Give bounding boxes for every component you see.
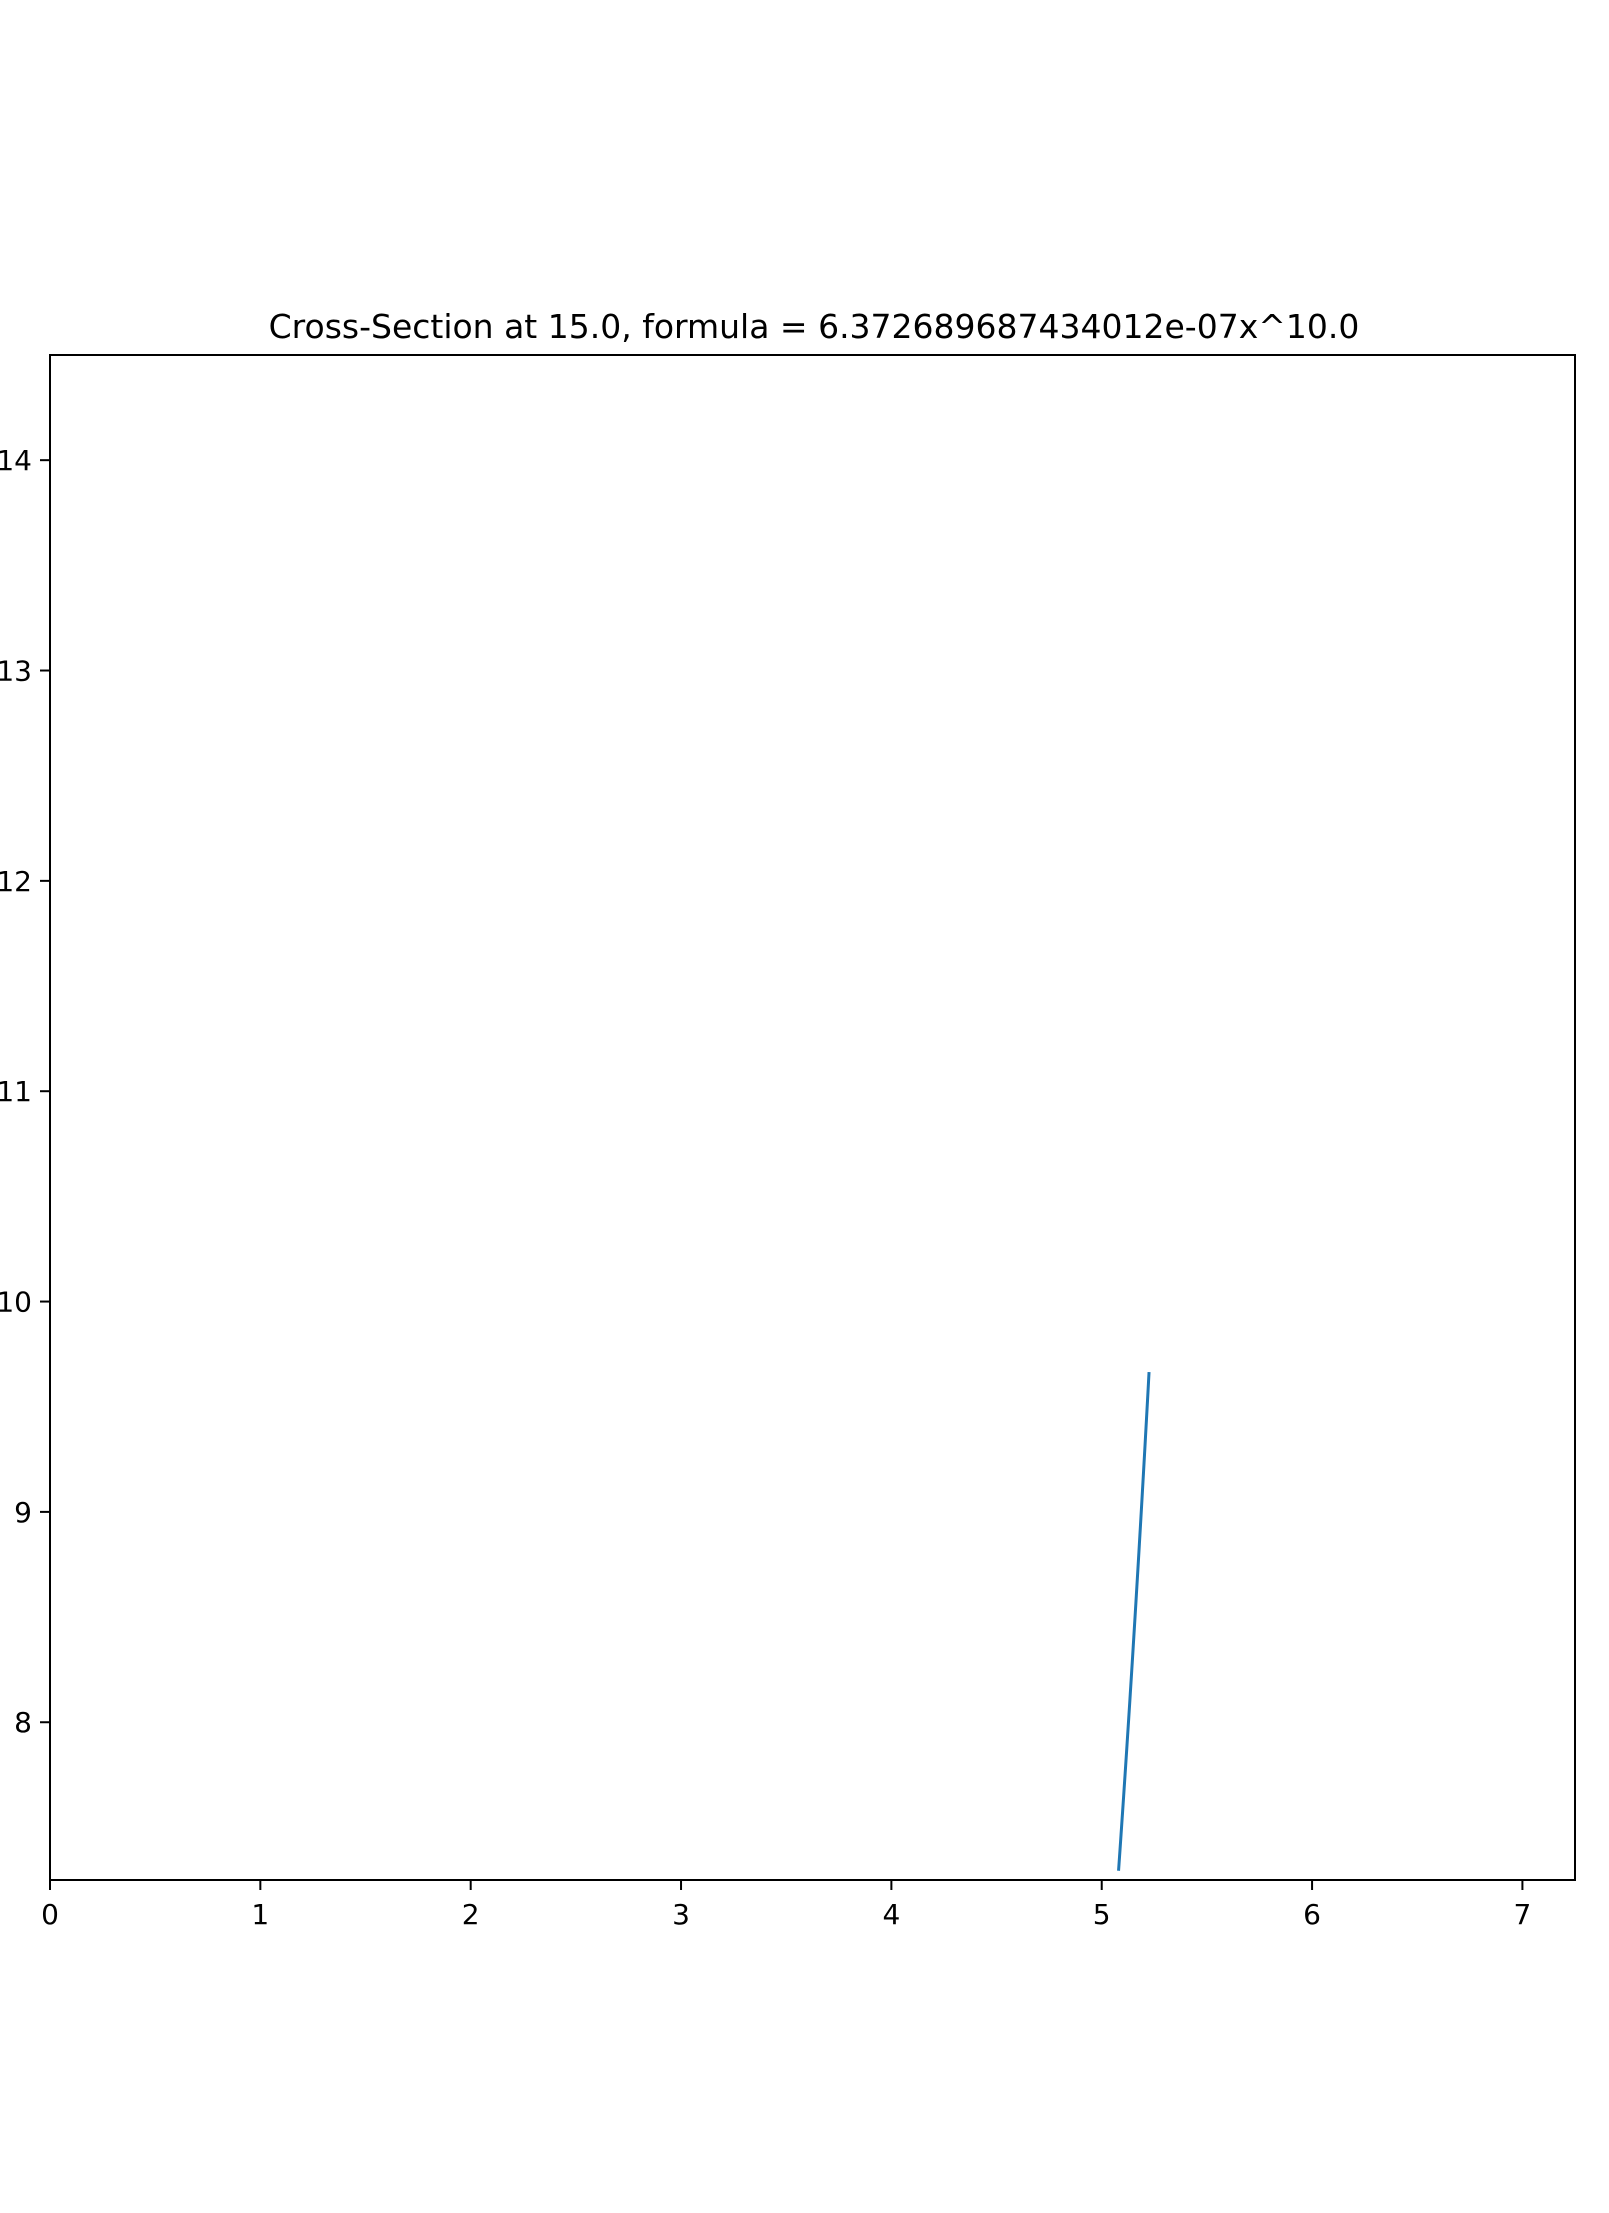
x-axis: 0 1 2 3 4 5 6 7	[41, 1880, 1531, 1931]
y-tick-label: 13	[0, 655, 32, 688]
y-tick-label: 14	[0, 444, 32, 477]
y-tick-label: 9	[14, 1496, 32, 1529]
plot-frame	[49, 354, 1576, 1881]
x-tick-label: 7	[1513, 1898, 1531, 1931]
y-tick-label: 8	[14, 1706, 32, 1739]
x-tick-label: 4	[882, 1898, 900, 1931]
x-tick-label: 2	[462, 1898, 480, 1931]
x-tick-label: 5	[1093, 1898, 1111, 1931]
y-axis: 8 9 10 11 12 13 14	[0, 444, 50, 1739]
chart-title: Cross-Section at 15.0, formula = 6.37268…	[269, 307, 1360, 346]
series-layer	[1117, 1372, 1151, 1871]
x-tick-label: 3	[672, 1898, 690, 1931]
x-tick-label: 0	[41, 1898, 59, 1931]
x-tick-label: 6	[1303, 1898, 1321, 1931]
x-tick-label: 1	[251, 1898, 269, 1931]
y-tick-label: 12	[0, 865, 32, 898]
y-tick-label: 11	[0, 1075, 32, 1108]
series-line	[1117, 1372, 1151, 1871]
y-tick-label: 10	[0, 1286, 32, 1319]
